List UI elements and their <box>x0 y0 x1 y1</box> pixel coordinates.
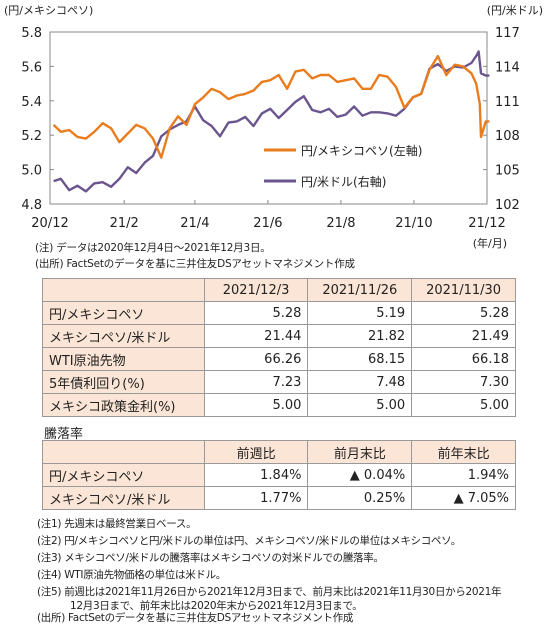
footnote: (注2) 円/メキシコペソと円/米ドルの単位は円、メキシコペソ/米ドルの単位はメ… <box>37 535 461 547</box>
table-header-cell: 2021/11/30 <box>411 278 516 302</box>
table-cell: 5.00 <box>411 393 516 417</box>
footnote: 12月3日まで、前年末比は2020年末から2021年12月3日まで。 <box>70 600 363 612</box>
table-cell: 21.82 <box>307 324 413 348</box>
table-cell: ▲ 7.05% <box>411 486 516 510</box>
x-tick-label: 21/6 <box>253 216 282 231</box>
table-cell: 7.48 <box>307 370 413 394</box>
footnote: (注3) メキシコペソ/米ドルの騰落率はメキシコペソの対米ドルでの騰落率。 <box>37 552 384 564</box>
table-corner-cell <box>42 440 205 464</box>
left-axis-label: (円/メキシコペソ) <box>4 4 93 17</box>
series-line-jpy-mxn <box>52 54 490 159</box>
plot-frame <box>49 31 488 205</box>
table-cell: 66.18 <box>411 347 516 371</box>
footnote: (出所) FactSetのデータを基に三井住友DSアセットマネジメント作成 <box>37 612 354 624</box>
x-unit-label: (年/月) <box>473 236 507 250</box>
chart-note: (注) データは2020年12月4日～2021年12月3日。 <box>35 242 271 254</box>
left-tick-label: 5.6 <box>21 60 42 75</box>
table-header-cell: 前年末比 <box>411 440 516 464</box>
table-header-cell: 2021/11/26 <box>307 278 413 302</box>
x-tick-label: 21/10 <box>395 216 432 231</box>
row-label: メキシコペソ/米ドル <box>42 486 205 510</box>
chart-series <box>52 50 490 193</box>
returns-caption: 騰落率 <box>44 427 84 442</box>
table-row: メキシコペソ/米ドル 1.77% 0.25% ▲ 7.05% <box>42 486 516 510</box>
right-tick-label: 117 <box>495 26 520 41</box>
left-tick-label: 4.8 <box>21 198 42 213</box>
table-cell: ▲ 0.04% <box>307 463 413 487</box>
row-label: 円/メキシコペソ <box>42 463 205 487</box>
table-header-cell: 前週比 <box>203 440 309 464</box>
chart-axes: 4.8 5.0 5.2 5.4 5.6 5.8 102 105 108 111 114 117 20/1… <box>4 4 543 250</box>
table-cell: 5.00 <box>307 393 413 417</box>
x-tick-label: 21/4 <box>180 216 209 231</box>
right-tick-label: 102 <box>495 198 520 213</box>
table-header-cell: 前月末比 <box>307 440 413 464</box>
table-row: WTI原油先物 66.26 68.15 66.18 <box>42 347 516 371</box>
table-cell: 5.28 <box>411 301 516 325</box>
footnote: (注1) 先週末は最終営業日ベース。 <box>37 518 197 530</box>
x-tick-label: 20/12 <box>31 216 68 231</box>
legend-label: 円/メキシコペソ(左軸) <box>301 143 422 158</box>
table-cell: 21.49 <box>411 324 516 348</box>
table-row: 円/メキシコペソ 5.28 5.19 5.28 <box>42 301 516 325</box>
x-tick-label: 21/12 <box>468 216 505 231</box>
table-cell: 66.26 <box>203 347 309 371</box>
footnote: (注4) WTI原油先物価格の単位は米ドル。 <box>37 569 227 581</box>
table-row: メキシコペソ/米ドル 21.44 21.82 21.49 <box>42 324 516 348</box>
left-tick-label: 5.0 <box>21 164 42 179</box>
table-row: 5年債利回り(%) 7.23 7.48 7.30 <box>42 370 516 394</box>
x-tick-label: 21/2 <box>110 216 139 231</box>
row-label: メキシコペソ/米ドル <box>42 324 205 348</box>
chart-source: (出所) FactSetのデータを基に三井住友DSアセットマネジメント作成 <box>35 258 355 270</box>
table-cell: 7.30 <box>411 370 516 394</box>
right-tick-label: 114 <box>495 60 520 75</box>
left-tick-label: 5.8 <box>21 26 42 41</box>
table-cell: 0.25% <box>307 486 413 510</box>
row-label: 円/メキシコペソ <box>42 301 205 325</box>
right-tick-label: 108 <box>495 129 520 144</box>
footnote: (注5) 前週比は2021年11月26日から2021年12月3日まで、前月末比は… <box>37 586 502 598</box>
chart-legend: 円/メキシコペソ(左軸) 円/米ドル(右軸) <box>264 143 422 189</box>
table-cell: 7.23 <box>203 370 309 394</box>
table-header-cell: 2021/12/3 <box>203 278 309 302</box>
left-tick-label: 5.2 <box>21 129 42 144</box>
row-label: 5年債利回り(%) <box>42 370 205 394</box>
series-line-jpy-usd <box>53 50 490 193</box>
table-cell: 5.28 <box>203 301 309 325</box>
right-axis-label: (円/米ドル) <box>487 4 543 17</box>
returns-table: 前週比 前月末比 前年末比 円/メキシコペソ 1.84% ▲ 0.04% 1.9… <box>42 440 516 510</box>
right-tick-label: 105 <box>495 164 520 179</box>
table-corner-cell <box>42 278 205 302</box>
table-cell: 1.84% <box>203 463 309 487</box>
table-cell: 5.19 <box>307 301 413 325</box>
x-tick-label: 21/8 <box>326 216 355 231</box>
row-label: WTI原油先物 <box>42 347 205 371</box>
right-tick-label: 111 <box>495 95 520 110</box>
table-header-row: 前週比 前月末比 前年末比 <box>42 440 516 464</box>
table-cell: 5.00 <box>203 393 309 417</box>
table-header-row: 2021/12/3 2021/11/26 2021/11/30 <box>42 278 516 302</box>
table-row: 円/メキシコペソ 1.84% ▲ 0.04% 1.94% <box>42 463 516 487</box>
row-label: メキシコ政策金利(%) <box>42 393 205 417</box>
table-row: メキシコ政策金利(%) 5.00 5.00 5.00 <box>42 393 516 417</box>
table-cell: 1.94% <box>411 463 516 487</box>
table-cell: 68.15 <box>307 347 413 371</box>
market-data-table: 2021/12/3 2021/11/26 2021/11/30 円/メキシコペソ… <box>42 278 516 417</box>
legend-label: 円/米ドル(右軸) <box>301 174 386 189</box>
table-cell: 1.77% <box>203 486 309 510</box>
fx-line-chart: 4.8 5.0 5.2 5.4 5.6 5.8 102 105 108 111 114 117 20/1… <box>4 4 543 250</box>
table-cell: 21.44 <box>203 324 309 348</box>
left-tick-label: 5.4 <box>21 95 42 110</box>
